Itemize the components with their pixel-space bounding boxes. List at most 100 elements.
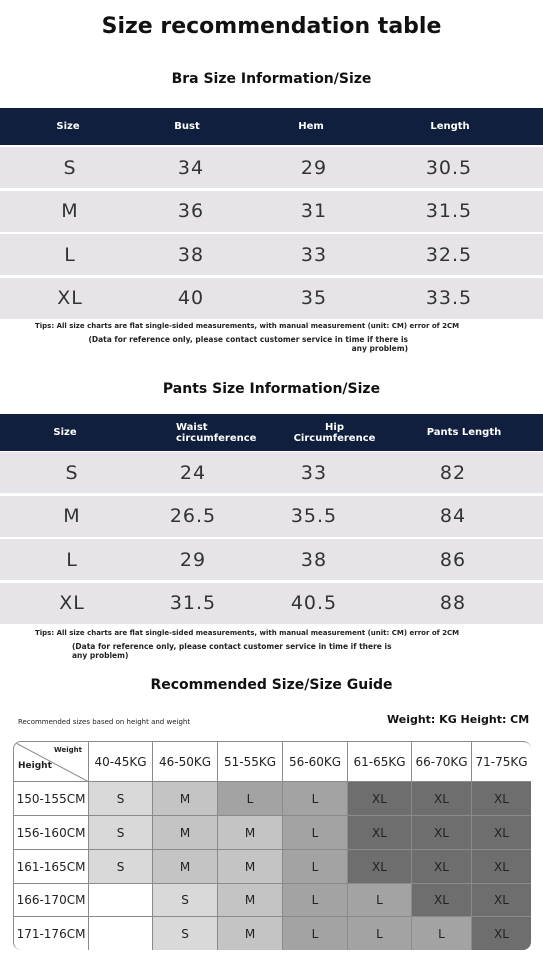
table-row: [0, 190, 543, 232]
size-cell: XL: [412, 816, 472, 850]
size-cell: M: [218, 884, 283, 917]
table-cell: M: [61, 200, 79, 222]
table-cell: 84: [439, 505, 467, 527]
table-cell: S: [63, 156, 77, 179]
size-cell: M: [153, 850, 218, 884]
size-cell: XL: [472, 917, 531, 950]
table-cell: M: [63, 505, 81, 527]
size-guide-table: Weight Height 40-45KG 46-50KG 51-55KG 56-60KG…: [13, 741, 531, 950]
size-cell: L: [283, 917, 348, 950]
size-cell: S: [153, 884, 218, 917]
size-cell: S: [89, 850, 153, 884]
size-cell: L: [412, 917, 472, 950]
row-header: 161-165CM: [14, 850, 89, 884]
table-cell: 36: [177, 200, 205, 222]
table-cell: XL: [57, 287, 83, 309]
size-cell: L: [283, 884, 348, 917]
size-cell: XL: [412, 850, 472, 884]
corner-cell: Weight Height: [14, 742, 89, 782]
size-cell: L: [348, 917, 412, 950]
table-cell: 26.5: [169, 505, 217, 527]
table-cell: S: [65, 461, 79, 484]
size-cell: XL: [412, 782, 472, 816]
table-cell: 33.5: [425, 287, 473, 309]
section-title: Bra Size Information/Size: [171, 71, 372, 87]
corner-left: Height: [18, 761, 52, 771]
table-row: [0, 277, 543, 319]
row-header: 150-155CM: [14, 782, 89, 816]
table-cell: 82: [439, 461, 467, 484]
table-row: [0, 495, 543, 537]
table-cell: 31.5: [425, 200, 473, 222]
size-cell: L: [283, 850, 348, 884]
table-row: [0, 582, 543, 624]
size-cell: XL: [348, 782, 412, 816]
size-cell: [89, 884, 153, 917]
size-cell: XL: [348, 816, 412, 850]
row-header: 156-160CM: [14, 816, 89, 850]
table-header: [0, 414, 543, 451]
size-cell: M: [153, 782, 218, 816]
table-cell: 31: [300, 200, 328, 222]
table-row: [0, 234, 543, 275]
table-cell: 33: [300, 243, 328, 266]
table-cell: XL: [59, 592, 85, 614]
table-cell: L: [64, 243, 76, 266]
size-cell: L: [218, 782, 283, 816]
corner-diagonal: [14, 742, 89, 782]
row-header: 171-176CM: [14, 917, 89, 950]
table-cell: 38: [177, 243, 205, 266]
table-cell: 29: [300, 156, 328, 179]
table-row: [0, 539, 543, 580]
page-title: Size recommendation table: [101, 14, 442, 39]
column-header: Size: [56, 121, 80, 132]
size-cell: M: [218, 917, 283, 950]
size-cell: L: [283, 816, 348, 850]
column-header: Hip Circumference: [293, 421, 376, 444]
size-cell: XL: [348, 850, 412, 884]
column-header: Waist circumference: [176, 421, 257, 444]
table-cell: 86: [439, 548, 467, 571]
size-cell: S: [153, 917, 218, 950]
table-cell: 40.5: [290, 592, 338, 614]
column-header: 56-60KG: [283, 742, 348, 782]
size-cell: S: [89, 782, 153, 816]
tip: Tips: All size charts are flat single-si…: [35, 629, 460, 637]
table-cell: 35.5: [290, 505, 338, 527]
size-cell: XL: [472, 816, 531, 850]
row-header: 166-170CM: [14, 884, 89, 917]
size-cell: M: [153, 816, 218, 850]
size-cell: M: [218, 816, 283, 850]
table-cell: 30.5: [425, 156, 473, 179]
section-title: Recommended Size/Size Guide: [150, 677, 393, 693]
table-cell: 88: [439, 592, 467, 614]
size-cell: L: [348, 884, 412, 917]
table-cell: 29: [179, 548, 207, 571]
size-cell: S: [89, 816, 153, 850]
column-header: 46-50KG: [153, 742, 218, 782]
table-cell: 34: [177, 156, 205, 179]
table-cell: L: [66, 548, 78, 571]
table-row: [0, 452, 543, 493]
size-cell: L: [283, 782, 348, 816]
column-header: Hem: [298, 121, 324, 132]
size-cell: XL: [472, 850, 531, 884]
note: (Data for reference only, please contact…: [72, 642, 392, 660]
table-header: [0, 108, 543, 145]
table-cell: 31.5: [169, 592, 217, 614]
table-cell: 24: [179, 461, 207, 484]
column-header: 71-75KG: [472, 742, 531, 782]
tip: Tips: All size charts are flat single-si…: [35, 322, 460, 330]
size-cell: XL: [472, 782, 531, 816]
table-cell: 33: [300, 461, 328, 484]
section-title: Pants Size Information/Size: [162, 381, 381, 397]
table-cell: 38: [300, 548, 328, 571]
table-cell: 35: [300, 287, 328, 309]
table-cell: 40: [177, 287, 205, 309]
column-header: Bust: [174, 121, 200, 132]
column-header: Size: [53, 427, 77, 438]
caption: Recommended sizes based on height and we…: [18, 718, 191, 726]
note: (Data for reference only, please contact…: [88, 335, 408, 353]
column-header: Pants Length: [426, 427, 502, 438]
